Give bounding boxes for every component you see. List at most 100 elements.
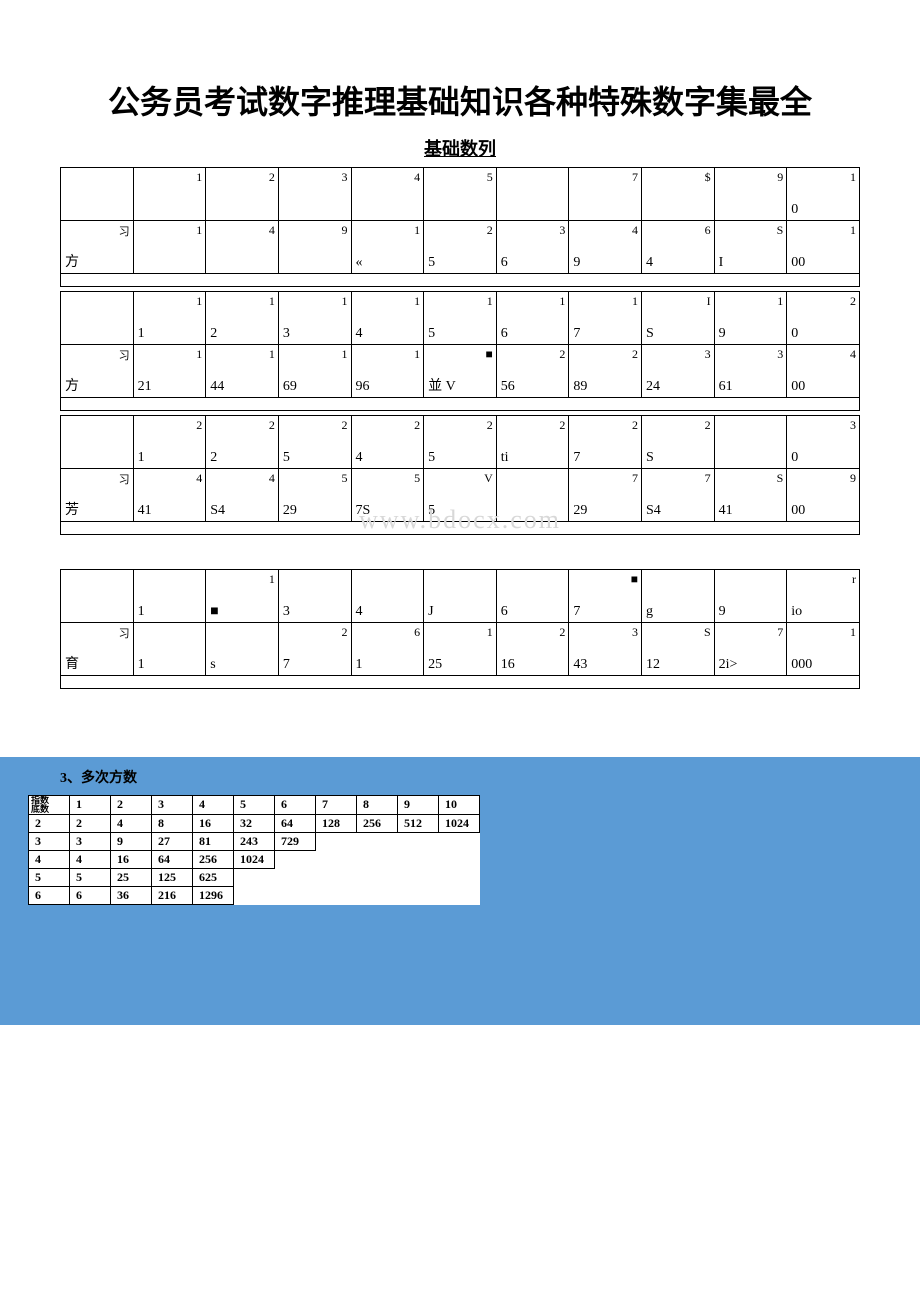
table-cell: 125 [424,622,497,675]
cell-corner: 2 [632,347,638,362]
table-cell: 4 [351,167,424,220]
cell-corner: 习 [119,471,130,487]
cell-corner: 5 [487,170,493,185]
cell-main: 24 [646,379,660,395]
cell-corner: ■ [486,347,493,362]
table-cell: 36 [111,886,152,904]
table-cell: 25 [424,220,497,273]
table-cell: 3 [70,832,111,850]
cell-main: 9 [719,604,726,620]
cell-main: 41 [719,503,733,519]
table-gap-row [61,397,860,410]
table-header-row: 指数底数12345678910 [29,795,480,814]
table-cell: 169 [278,344,351,397]
table-cell [61,291,134,344]
table-cell: ■7 [569,569,642,622]
cell-corner: 4 [269,471,275,486]
table-cell: 12 [206,291,279,344]
empty-cell [398,886,439,904]
row-header: 5 [29,868,70,886]
cell-corner: 4 [414,170,420,185]
table-cell: 习芳 [61,468,134,521]
cell-main: 4 [356,326,363,342]
cell-main: 00 [791,379,805,395]
cell-main: J [428,604,433,620]
cell-main: 3 [283,326,290,342]
cell-main: 7 [283,657,290,673]
cell-corner: S [777,471,784,486]
table-cell: 81 [193,832,234,850]
table-gap-row [61,273,860,286]
table-cell [61,415,134,468]
cell-main: 3 [283,604,290,620]
table-row: 123457$910 [61,167,860,220]
cell-main: 方 [65,375,79,395]
cell-main: 芳 [65,499,79,519]
cell-corner: 9 [850,471,856,486]
cell-corner: 2 [196,418,202,433]
empty-cell [234,886,275,904]
cell-corner: 2 [342,418,348,433]
cell-main: 1 [138,326,145,342]
table-cell: 64 [275,814,316,832]
cell-corner: 习 [119,347,130,363]
table-cell: 1■ [206,569,279,622]
table-cell: 1296 [193,886,234,904]
table-cell: s [206,622,279,675]
cell-main: 9 [719,326,726,342]
empty-cell [398,868,439,886]
table-cell: 25 [278,415,351,468]
col-header: 7 [316,795,357,814]
cell-main: S4 [210,503,225,519]
cell-corner: 4 [269,223,275,238]
table-cell: 27 [152,832,193,850]
table-cell: 529 [278,468,351,521]
cell-corner: 3 [705,347,711,362]
table-row: 习方1491«25364964SI100 [61,220,860,273]
cell-main: 41 [138,503,152,519]
table-cell: 216 [152,886,193,904]
cell-corner: 1 [632,294,638,309]
table-cell: 19 [714,291,787,344]
table-cell: SI [714,220,787,273]
col-header: 2 [111,795,152,814]
cell-corner: 1 [196,170,202,185]
cell-corner: 7 [632,170,638,185]
table-cell: 1 [133,622,206,675]
empty-cell [275,886,316,904]
cell-corner: 1 [850,625,856,640]
table-cell: 289 [569,344,642,397]
col-header: 8 [357,795,398,814]
cell-main: 12 [646,657,660,673]
table-cell: 4 [111,814,152,832]
cell-main: I [719,255,724,271]
table-cell: ■ 並 V [424,344,497,397]
cell-corner: 1 [196,347,202,362]
col-header: 1 [70,795,111,814]
cell-main: « [356,255,363,271]
cell-corner: 2 [487,223,493,238]
cell-main: 2 [210,326,217,342]
table-cell: 216 [496,622,569,675]
table-cell: 15 [424,291,497,344]
table-cell: 20 [787,291,860,344]
table-cell: 243 [234,832,275,850]
table-cell [61,167,134,220]
empty-cell [398,850,439,868]
table-cell: 343 [569,622,642,675]
table-cell: 8 [152,814,193,832]
col-header: 9 [398,795,439,814]
table-cell: 3 24 [642,344,715,397]
table-row: 11121314151617IS1920 [61,291,860,344]
table-cell: 1« [351,220,424,273]
table-row: 21222524252ti272S30 [61,415,860,468]
table-cell: 1024 [439,814,480,832]
table-cell: 72i> [714,622,787,675]
cell-corner: 9 [342,223,348,238]
cell-corner: 2 [269,418,275,433]
cell-corner: 1 [777,294,783,309]
cell-main: 並 V [428,375,456,395]
cell-main: 4 [646,255,653,271]
empty-cell [439,850,480,868]
cell-main: 育 [65,653,79,673]
